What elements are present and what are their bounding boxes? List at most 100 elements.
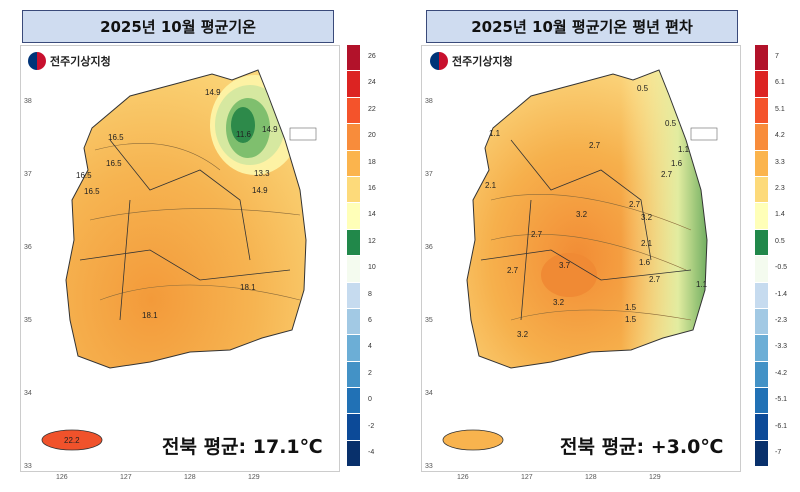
colorbar-cell	[347, 361, 360, 389]
lon-tick-label: 127	[120, 474, 132, 481]
colorbar-label: -3.3	[775, 343, 788, 351]
contour-label: 14.9	[205, 88, 221, 97]
colorbar-label: 0.5	[775, 237, 785, 245]
colorbar-cell	[347, 150, 360, 177]
contour-label: 13.3	[254, 169, 270, 178]
lat-tick-label: 36	[24, 244, 32, 251]
colorbar-label: 24	[368, 79, 376, 87]
colorbar-cell	[755, 71, 768, 98]
colorbar-cell	[347, 229, 360, 257]
right-average-text: 전북 평균: +3.0℃	[560, 436, 724, 458]
contour-label: 14.9	[252, 186, 268, 195]
contour-label: 3.7	[559, 261, 571, 270]
colorbar-cell	[755, 335, 768, 362]
colorbar-label: 8	[368, 290, 372, 298]
left-map-title: 2025년 10월 평균기온	[22, 10, 334, 43]
colorbar-cell	[347, 45, 360, 72]
colorbar-label: -5.1	[775, 396, 788, 404]
lat-tick-label: 33	[425, 463, 433, 470]
contour-label: 1.6	[671, 159, 683, 168]
lon-tick-label: 126	[457, 474, 469, 481]
lat-tick-label: 38	[24, 98, 32, 105]
lat-tick-label: 38	[425, 98, 433, 105]
contour-label: 16.5	[76, 171, 92, 180]
colorbar-label: -1.4	[775, 290, 788, 298]
colorbar-label: 2.3	[775, 185, 785, 192]
colorbar-label: 26	[368, 53, 376, 60]
lon-tick-label: 129	[649, 474, 661, 481]
colorbar-label: 12	[368, 237, 376, 245]
contour-label: 14.9	[262, 125, 278, 134]
colorbar-cell	[347, 176, 360, 204]
contour-label: 18.1	[142, 311, 158, 320]
colorbar-cell	[347, 256, 360, 283]
contour-label: 2.1	[485, 181, 497, 190]
colorbar-cell	[347, 414, 360, 441]
right-map-title: 2025년 10월 평균기온 평년 편차	[426, 10, 738, 43]
contour-label: 16.5	[84, 187, 100, 196]
contour-label: 2.7	[649, 275, 661, 284]
contour-label: 3.2	[517, 330, 529, 339]
colorbar-cell	[755, 282, 768, 309]
colorbar-label: 4	[368, 343, 372, 351]
colorbar-cell	[755, 150, 768, 177]
contour-label: 3.2	[641, 213, 653, 222]
colorbar-label: 1.4	[775, 211, 785, 219]
lat-tick-label: 34	[24, 390, 32, 397]
contour-label: 2.7	[629, 200, 641, 209]
colorbar-label: -6.1	[775, 422, 788, 430]
lat-tick-label: 35	[425, 317, 433, 324]
colorbar-cell	[755, 414, 768, 441]
colorbar-cell	[755, 229, 768, 257]
contour-label: 2.7	[531, 230, 543, 239]
colorbar-label: 16	[368, 185, 376, 192]
colorbar-cell	[755, 176, 768, 204]
colorbar-cell	[755, 45, 768, 72]
left-jeju	[41, 429, 103, 451]
lon-tick-label: 126	[56, 474, 68, 481]
colorbar-cell	[755, 97, 768, 125]
contour-label: 2.7	[661, 170, 673, 179]
colorbar-cell	[755, 440, 768, 468]
colorbar-cell	[755, 361, 768, 389]
contour-label: 1.5	[625, 315, 637, 324]
colorbar-label: 6.1	[775, 79, 785, 87]
contour-label: 1.1	[489, 129, 501, 138]
left-logo: 전주기상지청	[28, 52, 111, 70]
colorbar-label: 5.1	[775, 105, 785, 113]
contour-label: 2.1	[641, 239, 653, 248]
colorbar-label: -2.3	[775, 317, 788, 324]
contour-label: 16.5	[108, 133, 124, 142]
colorbar-label: 18	[368, 158, 376, 166]
colorbar-cell	[347, 71, 360, 98]
lat-tick-label: 36	[425, 244, 433, 251]
colorbar-cell	[347, 282, 360, 309]
colorbar-label: 3.3	[775, 158, 785, 166]
contour-label: 2.7	[507, 266, 519, 275]
colorbar-cell	[347, 335, 360, 362]
colorbar-cell	[347, 308, 360, 336]
colorbar-label: -2	[368, 422, 375, 430]
contour-label: 0.5	[637, 84, 649, 93]
colorbar-label: -0.5	[775, 264, 788, 272]
contour-label: 2.7	[589, 141, 601, 150]
colorbar-cell	[347, 440, 360, 468]
lat-tick-label: 37	[24, 171, 32, 178]
lon-tick-label: 127	[521, 474, 533, 481]
left-colorbar	[347, 45, 360, 468]
colorbar-cell	[347, 124, 360, 151]
colorbar-label: -7	[775, 449, 782, 456]
colorbar-cell	[755, 388, 768, 415]
lat-tick-label: 37	[425, 171, 433, 178]
lat-tick-label: 33	[24, 463, 32, 470]
colorbar-label: 2	[368, 369, 372, 377]
contour-label: 1.6	[639, 258, 651, 267]
lon-tick-label: 129	[248, 474, 260, 481]
colorbar-cell	[347, 388, 360, 415]
lat-tick-label: 35	[24, 317, 32, 324]
colorbar-label: 6	[368, 317, 372, 324]
lat-tick-label: 34	[425, 390, 433, 397]
contour-label: 18.1	[240, 283, 256, 292]
colorbar-label: 20	[368, 132, 376, 140]
